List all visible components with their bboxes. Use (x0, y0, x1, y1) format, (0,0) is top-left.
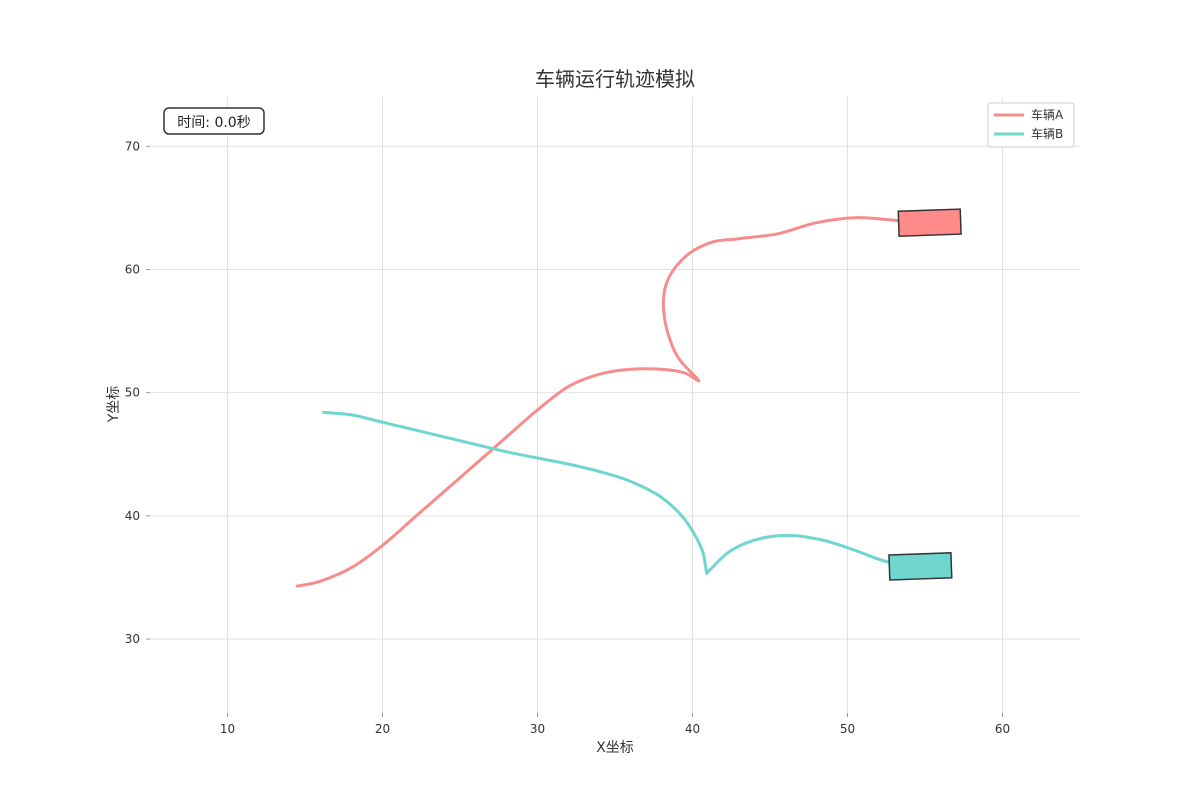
x-tick-label: 10 (220, 722, 235, 736)
legend: 车辆A 车辆B (987, 102, 1075, 148)
x-tick-label: 50 (840, 722, 855, 736)
time-label: 时间: 0.0秒 (177, 115, 250, 131)
vehicle-marker-1 (897, 208, 962, 238)
series-line-2 (322, 410, 927, 575)
x-tick-labels: 10 20 30 40 50 60 (220, 722, 1010, 736)
y-axis-label: Y坐标 (106, 386, 122, 424)
vehicle-marker-2 (888, 552, 953, 581)
series-lines (295, 216, 935, 588)
series-line-1 (295, 216, 935, 588)
x-tick-label: 30 (530, 722, 545, 736)
chart-title: 车辆运行轨迹模拟 (535, 67, 695, 91)
x-tick-label: 20 (375, 722, 390, 736)
time-box: 时间: 0.0秒 (163, 107, 265, 135)
x-axis-label: X坐标 (596, 740, 634, 756)
legend-label-1: 车辆A (1031, 107, 1064, 122)
y-tick-labels: 30 40 50 60 70 (125, 139, 140, 646)
x-tick-label: 60 (995, 722, 1010, 736)
axes (146, 145, 1003, 717)
y-tick-label: 70 (125, 139, 140, 153)
grid (150, 97, 1080, 713)
y-tick-label: 50 (125, 386, 140, 400)
time-box-border (163, 107, 265, 135)
y-tick-label: 60 (125, 262, 140, 276)
vehicle-markers (888, 208, 962, 581)
y-tick-label: 40 (125, 509, 140, 523)
x-tick-label: 40 (685, 722, 700, 736)
y-tick-label: 30 (125, 632, 140, 646)
legend-label-2: 车辆B (1031, 126, 1063, 141)
